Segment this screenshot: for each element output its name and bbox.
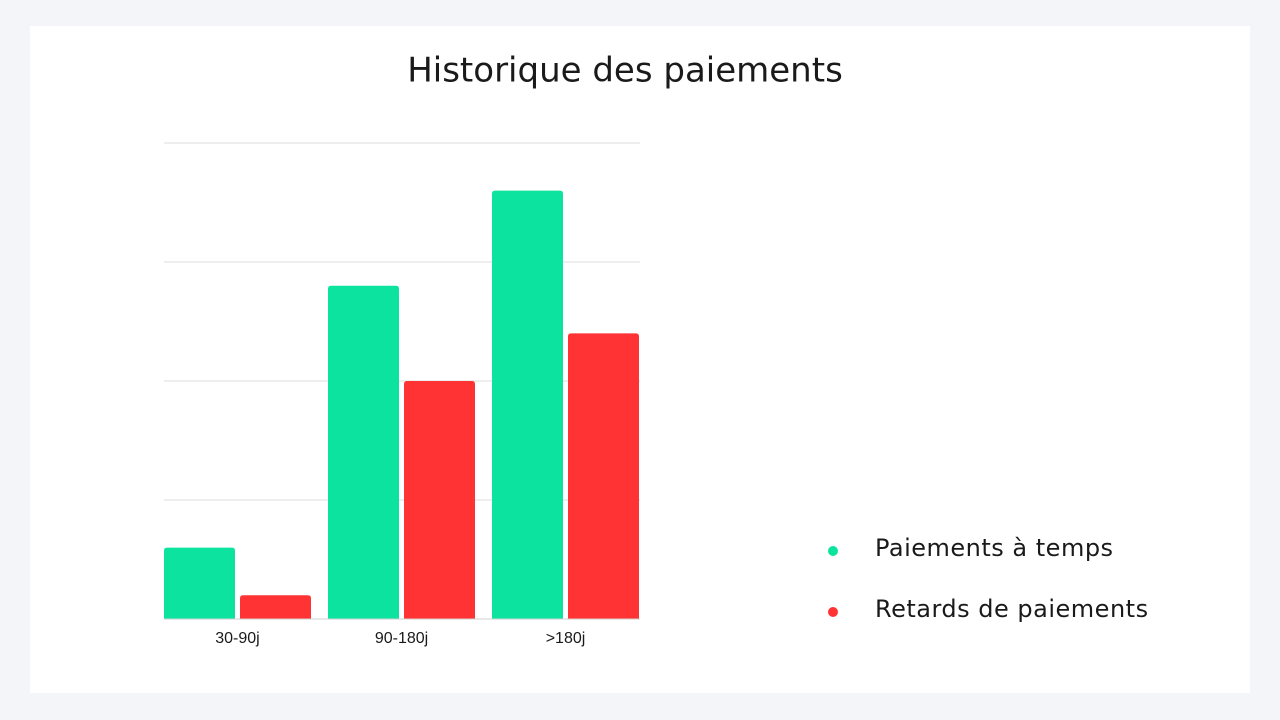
legend-label: Retards de paiements	[875, 595, 1149, 623]
x-tick-label: 30-90j	[215, 630, 259, 647]
chart-title: Historique des paiements	[407, 51, 843, 91]
bar	[568, 333, 639, 619]
x-tick-label: >180j	[546, 630, 586, 647]
bar	[492, 190, 563, 619]
x-tick-label: 90-180j	[375, 630, 428, 647]
legend-label: Paiements à temps	[875, 534, 1114, 562]
bar	[404, 381, 475, 619]
bar	[328, 285, 399, 619]
bar	[164, 547, 235, 619]
legend-marker	[828, 546, 838, 556]
legend-marker	[828, 607, 838, 617]
bar	[240, 595, 311, 619]
